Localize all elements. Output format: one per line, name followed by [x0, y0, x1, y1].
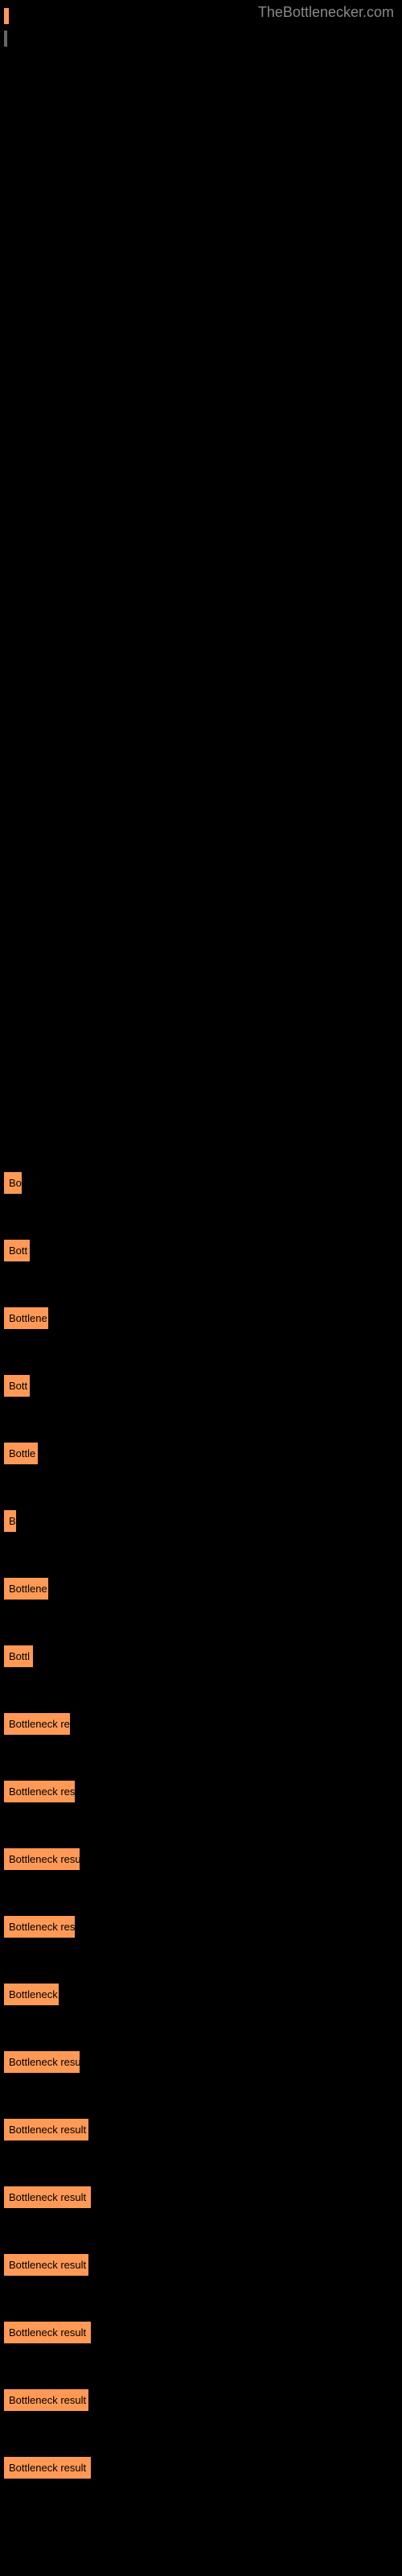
bottleneck-label: Bott [4, 1375, 30, 1397]
bottleneck-label: Bottlene [4, 1307, 48, 1329]
bottleneck-item: Bottleneck result [4, 2457, 398, 2483]
orange-indicator-bar [4, 8, 9, 24]
bottleneck-label: Bottleneck result [4, 2119, 88, 2140]
bottleneck-item: Bottleneck result [4, 2254, 398, 2280]
bottleneck-label: Bottleneck resu [4, 1848, 80, 1870]
bottleneck-item: Bo [4, 1172, 398, 1198]
bottleneck-label: Bottleneck result [4, 2389, 88, 2411]
bottleneck-item: Bottleneck result [4, 2389, 398, 2415]
bottleneck-label: Bottleneck result [4, 2322, 91, 2343]
bottleneck-item: Bott [4, 1375, 398, 1401]
bottleneck-item: Bottl [4, 1645, 398, 1671]
bottleneck-item: B [4, 1510, 398, 1536]
bottleneck-label: Bottleneck resu [4, 2051, 80, 2073]
bottleneck-label: Bo [4, 1172, 22, 1194]
content-spacer [0, 61, 402, 1172]
bottleneck-item: Bottleneck resu [4, 2051, 398, 2077]
gray-indicator-bar [4, 31, 7, 47]
bottleneck-label: Bottleneck re [4, 1713, 70, 1735]
bottleneck-label: Bottleneck res [4, 1781, 75, 1802]
bottleneck-item: Bottleneck res [4, 1781, 398, 1806]
bottleneck-item: Bottleneck res [4, 1916, 398, 1942]
bottleneck-label: Bottle [4, 1443, 38, 1464]
bottleneck-item: Bottlene [4, 1578, 398, 1604]
watermark-text: TheBottlenecker.com [258, 4, 394, 21]
bottleneck-list: Bo Bott Bottlene Bott Bottle B Bottlene Bottl Bo… [0, 1172, 402, 2483]
bottleneck-label: Bottleneck res [4, 1916, 75, 1938]
bottleneck-label: Bottl [4, 1645, 33, 1667]
bottleneck-label: Bottleneck result [4, 2186, 91, 2208]
bottleneck-item: Bottleneck re [4, 1713, 398, 1739]
bottleneck-label: Bott [4, 1240, 30, 1261]
bottleneck-label: Bottleneck [4, 1984, 59, 2005]
bottleneck-label: Bottlene [4, 1578, 48, 1600]
bottleneck-label: B [4, 1510, 16, 1532]
bottleneck-item: Bottleneck result [4, 2119, 398, 2145]
bottleneck-item: Bott [4, 1240, 398, 1265]
bottleneck-item: Bottleneck result [4, 2186, 398, 2212]
bottleneck-label: Bottleneck result [4, 2254, 88, 2276]
bottleneck-item: Bottle [4, 1443, 398, 1468]
bottleneck-label: Bottleneck result [4, 2457, 91, 2479]
bottleneck-item: Bottleneck [4, 1984, 398, 2009]
bottleneck-item: Bottleneck resu [4, 1848, 398, 1874]
bottleneck-item: Bottleneck result [4, 2322, 398, 2347]
bottleneck-item: Bottlene [4, 1307, 398, 1333]
